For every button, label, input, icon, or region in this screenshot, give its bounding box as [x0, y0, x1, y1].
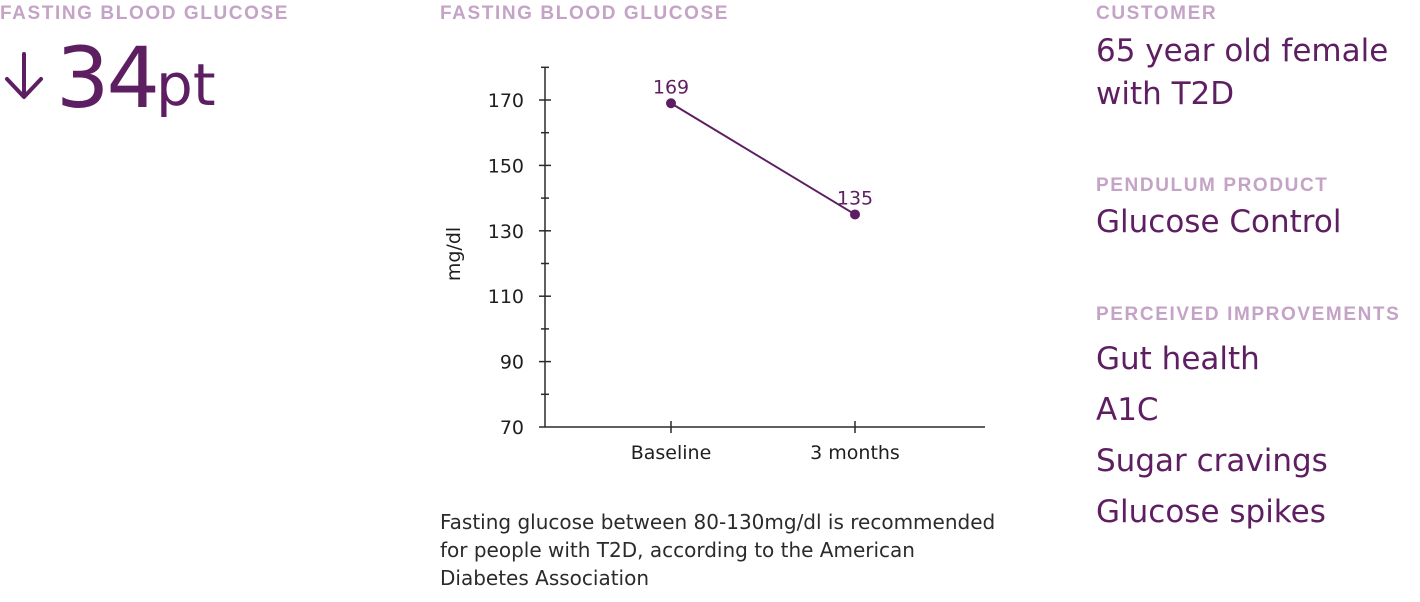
arrow-down-icon [5, 52, 43, 99]
y-tick-label: 90 [500, 352, 524, 374]
y-tick-label: 130 [488, 221, 524, 243]
improvement-item: A1C [1096, 392, 1159, 428]
improvement-item: Glucose spikes [1096, 494, 1326, 530]
metric-unit: pt [156, 51, 216, 119]
improvements-list: Gut health A1C Sugar cravings Glucose spike… [1096, 334, 1328, 538]
improvement-item: Sugar cravings [1096, 443, 1328, 479]
x-tick-label: Baseline [631, 442, 712, 464]
improvement-item: Gut health [1096, 341, 1260, 377]
metric-number: 34 [56, 29, 160, 127]
y-tick-label: 110 [488, 286, 524, 308]
y-tick-label: 70 [500, 417, 524, 439]
data-label: 169 [653, 76, 689, 98]
data-label: 135 [837, 187, 873, 209]
metric-label: FASTING BLOOD GLUCOSE [0, 3, 290, 24]
x-tick-label: 3 months [810, 442, 900, 464]
customer-value: 65 year old female with T2D [1096, 33, 1389, 112]
y-tick-label: 170 [488, 90, 524, 112]
data-point [666, 98, 676, 109]
y-tick-label: 150 [488, 155, 524, 177]
chart-footnote: Fasting glucose between 80-130mg/dl is r… [440, 510, 996, 590]
improvements-label: PERCEIVED IMPROVEMENTS [1096, 304, 1401, 325]
chart-series: 169 135 [653, 76, 873, 220]
chart-y-ticks: 70 90 110 130 150 170 Baseline 3 months [488, 66, 900, 464]
product-label: PENDULUM PRODUCT [1096, 175, 1329, 196]
product-value: Glucose Control [1096, 204, 1342, 240]
chart-axes [539, 67, 985, 428]
customer-label: CUSTOMER [1096, 3, 1218, 24]
chart-y-axis-label: mg/dl [443, 227, 465, 281]
chart-label: FASTING BLOOD GLUCOSE [440, 3, 730, 24]
series-line [670, 102, 856, 216]
data-point [850, 209, 860, 220]
